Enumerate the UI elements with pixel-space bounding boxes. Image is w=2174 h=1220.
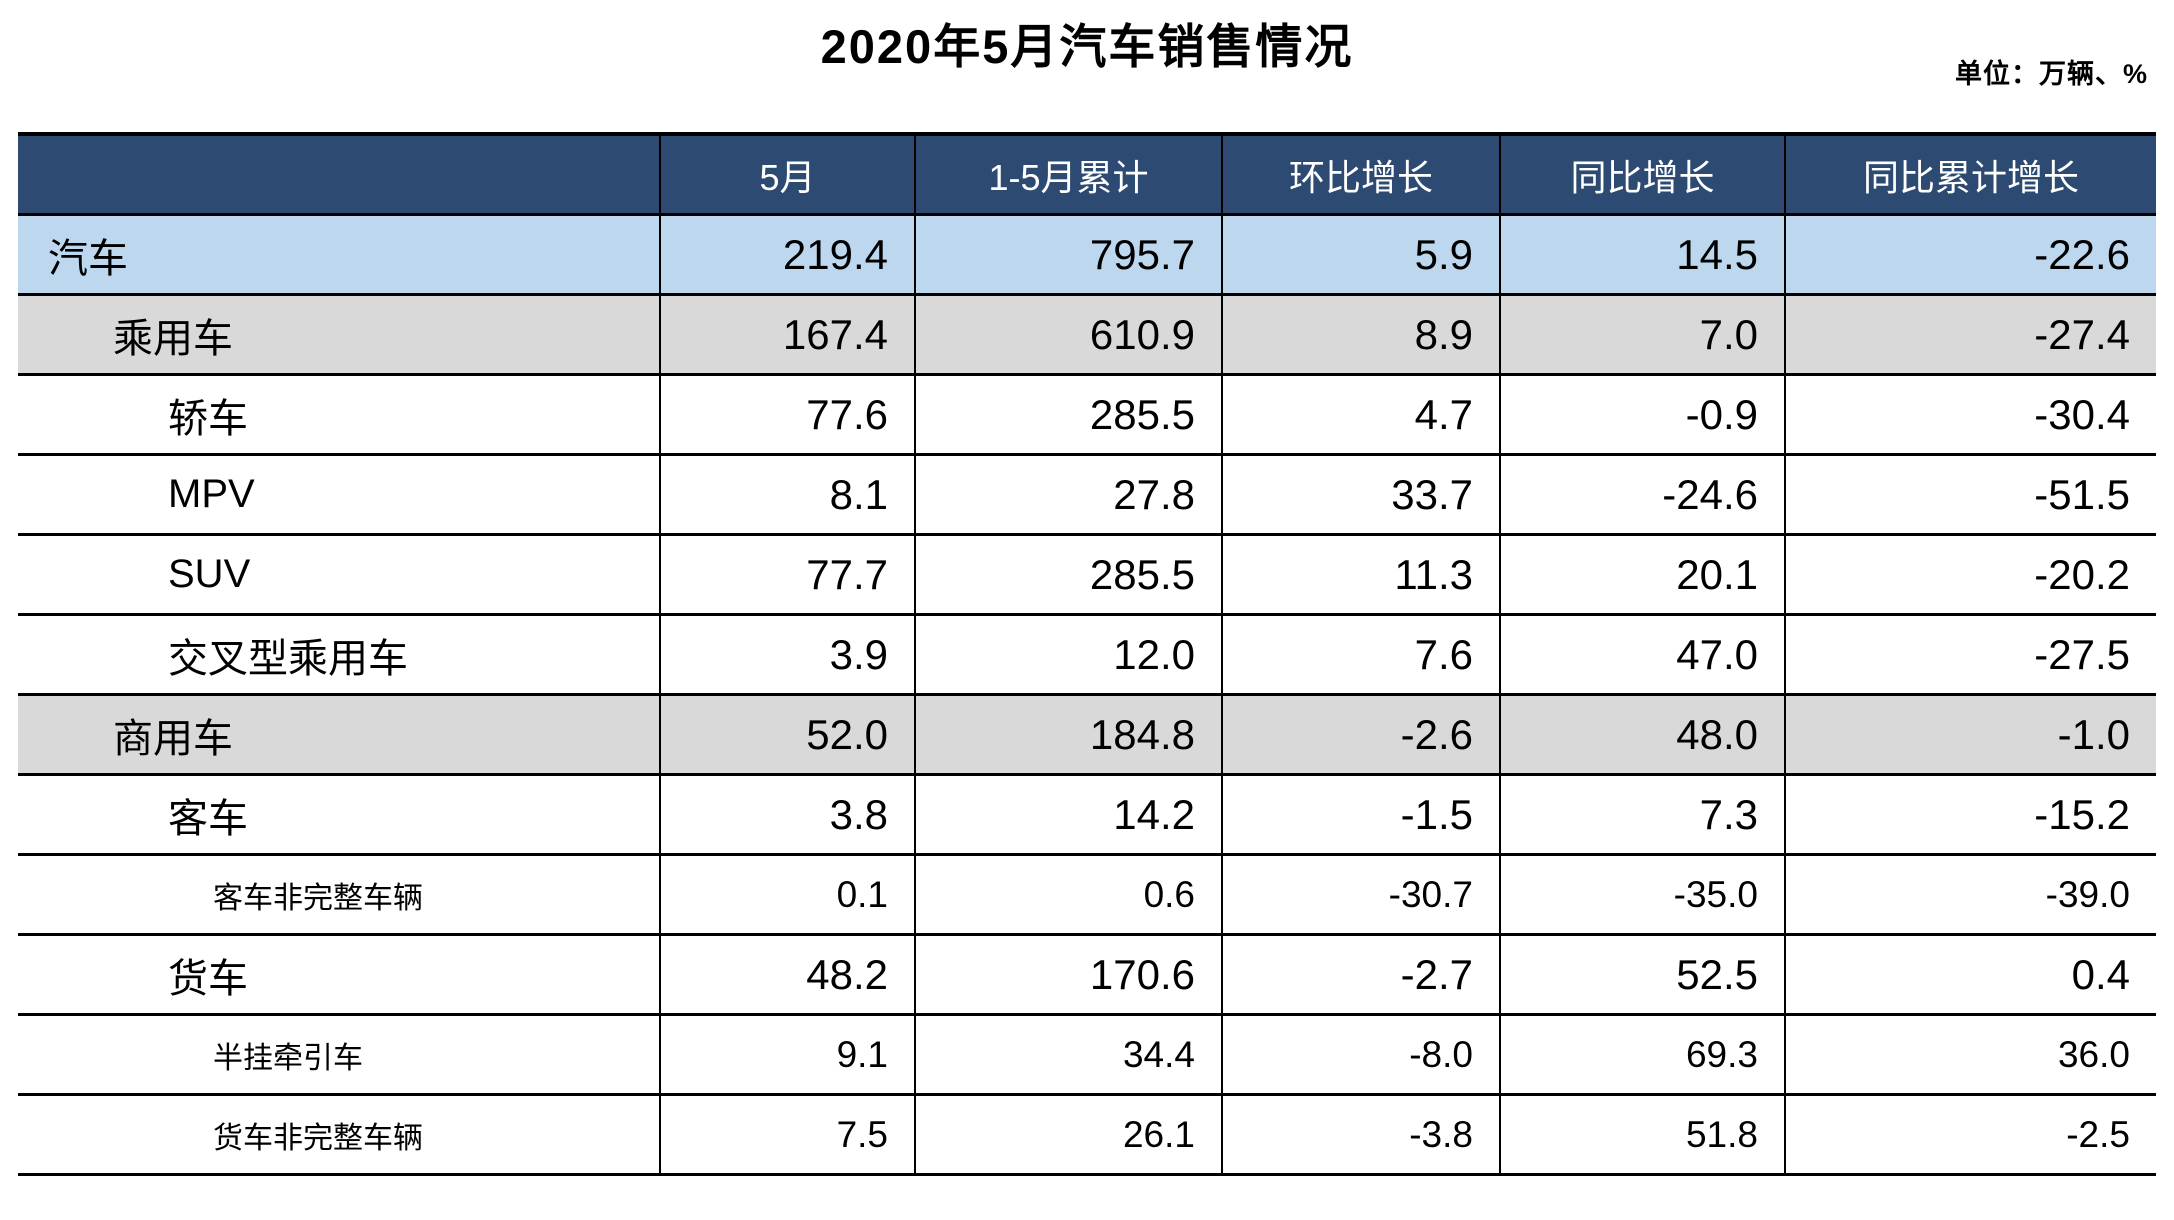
table-row: 客车非完整车辆 0.1 0.6 -30.7 -35.0 -39.0 [18,854,2156,936]
value-cell: 7.3 [1499,774,1785,856]
table-row: 货车非完整车辆 7.5 26.1 -3.8 51.8 -2.5 [18,1094,2156,1176]
value-cell: 52.5 [1499,934,1785,1016]
value-cell: -15.2 [1784,774,2156,856]
value-cell: 48.0 [1499,694,1785,776]
value-cell: 7.0 [1499,294,1785,376]
row-label-cell: 半挂牵引车 [18,1014,660,1096]
value-cell: -27.4 [1784,294,2156,376]
value-cell: 219.4 [659,214,915,296]
header-row: 5月 1-5月累计 环比增长 同比增长 同比累计增长 [18,134,2156,216]
value-cell: 8.1 [659,454,915,536]
value-cell: -20.2 [1784,534,2156,616]
page-title: 2020年5月汽车销售情况 [820,20,1354,73]
value-cell: 3.9 [659,614,915,696]
value-cell: 26.1 [914,1094,1222,1176]
value-cell: -1.0 [1784,694,2156,776]
value-cell: 33.7 [1221,454,1500,536]
unit-note: 单位：万辆、% [1954,59,2148,89]
value-cell: -51.5 [1784,454,2156,536]
value-cell: 0.1 [659,854,915,936]
value-cell: -27.5 [1784,614,2156,696]
value-cell: -39.0 [1784,854,2156,936]
value-cell: 77.7 [659,534,915,616]
value-cell: 52.0 [659,694,915,776]
row-label-cell: 货车非完整车辆 [18,1094,660,1176]
table-row: 商用车 52.0 184.8 -2.6 48.0 -1.0 [18,694,2156,776]
value-cell: -3.8 [1221,1094,1500,1176]
value-cell: 3.8 [659,774,915,856]
value-cell: -2.6 [1221,694,1500,776]
row-label-cell: 商用车 [18,694,660,776]
value-cell: 7.6 [1221,614,1500,696]
value-cell: 8.9 [1221,294,1500,376]
value-cell: 0.6 [914,854,1222,936]
row-label-cell: SUV [18,534,660,616]
value-cell: -8.0 [1221,1014,1500,1096]
value-cell: 610.9 [914,294,1222,376]
value-cell: 48.2 [659,934,915,1016]
value-cell: 12.0 [914,614,1222,696]
value-cell: -35.0 [1499,854,1785,936]
value-cell: 36.0 [1784,1014,2156,1096]
column-header: 1-5月累计 [914,134,1222,216]
value-cell: 11.3 [1221,534,1500,616]
value-cell: 0.4 [1784,934,2156,1016]
table-row: 汽车 219.4 795.7 5.9 14.5 -22.6 [18,214,2156,296]
value-cell: 285.5 [914,534,1222,616]
value-cell: 14.2 [914,774,1222,856]
value-cell: 5.9 [1221,214,1500,296]
value-cell: 4.7 [1221,374,1500,456]
value-cell: 9.1 [659,1014,915,1096]
value-cell: 34.4 [914,1014,1222,1096]
row-label-cell: 轿车 [18,374,660,456]
row-label-column-header [18,134,660,216]
value-cell: -2.5 [1784,1094,2156,1176]
column-header: 同比累计增长 [1784,134,2156,216]
column-header: 5月 [659,134,915,216]
row-label-cell: 货车 [18,934,660,1016]
value-cell: -30.4 [1784,374,2156,456]
table-row: 轿车 77.6 285.5 4.7 -0.9 -30.4 [18,374,2156,456]
row-label-cell: 乘用车 [18,294,660,376]
value-cell: 51.8 [1499,1094,1785,1176]
table-row: SUV 77.7 285.5 11.3 20.1 -20.2 [18,534,2156,616]
value-cell: 7.5 [659,1094,915,1176]
row-label-cell: 交叉型乘用车 [18,614,660,696]
value-cell: 184.8 [914,694,1222,776]
value-cell: 795.7 [914,214,1222,296]
value-cell: 285.5 [914,374,1222,456]
value-cell: -22.6 [1784,214,2156,296]
table-row: 货车 48.2 170.6 -2.7 52.5 0.4 [18,934,2156,1016]
value-cell: 69.3 [1499,1014,1785,1096]
table-row: 半挂牵引车 9.1 34.4 -8.0 69.3 36.0 [18,1014,2156,1096]
sales-table: 5月 1-5月累计 环比增长 同比增长 同比累计增长 汽车 219.4 795.7 5.9 14… [18,132,2156,1176]
value-cell: 170.6 [914,934,1222,1016]
value-cell: -24.6 [1499,454,1785,536]
value-cell: 27.8 [914,454,1222,536]
row-label-cell: 客车非完整车辆 [18,854,660,936]
value-cell: 77.6 [659,374,915,456]
value-cell: -1.5 [1221,774,1500,856]
value-cell: -2.7 [1221,934,1500,1016]
value-cell: -0.9 [1499,374,1785,456]
table-body: 汽车 219.4 795.7 5.9 14.5 -22.6 乘用车 167.4 610.9 8.9… [18,214,2156,1176]
table-row: 乘用车 167.4 610.9 8.9 7.0 -27.4 [18,294,2156,376]
column-header: 环比增长 [1221,134,1500,216]
table-row: 交叉型乘用车 3.9 12.0 7.6 47.0 -27.5 [18,614,2156,696]
row-label-cell: 客车 [18,774,660,856]
table-row: MPV 8.1 27.8 33.7 -24.6 -51.5 [18,454,2156,536]
table-row: 客车 3.8 14.2 -1.5 7.3 -15.2 [18,774,2156,856]
column-header: 同比增长 [1499,134,1785,216]
value-cell: 47.0 [1499,614,1785,696]
value-cell: 14.5 [1499,214,1785,296]
value-cell: -30.7 [1221,854,1500,936]
value-cell: 167.4 [659,294,915,376]
value-cell: 20.1 [1499,534,1785,616]
row-label-cell: 汽车 [18,214,660,296]
row-label-cell: MPV [18,454,660,536]
